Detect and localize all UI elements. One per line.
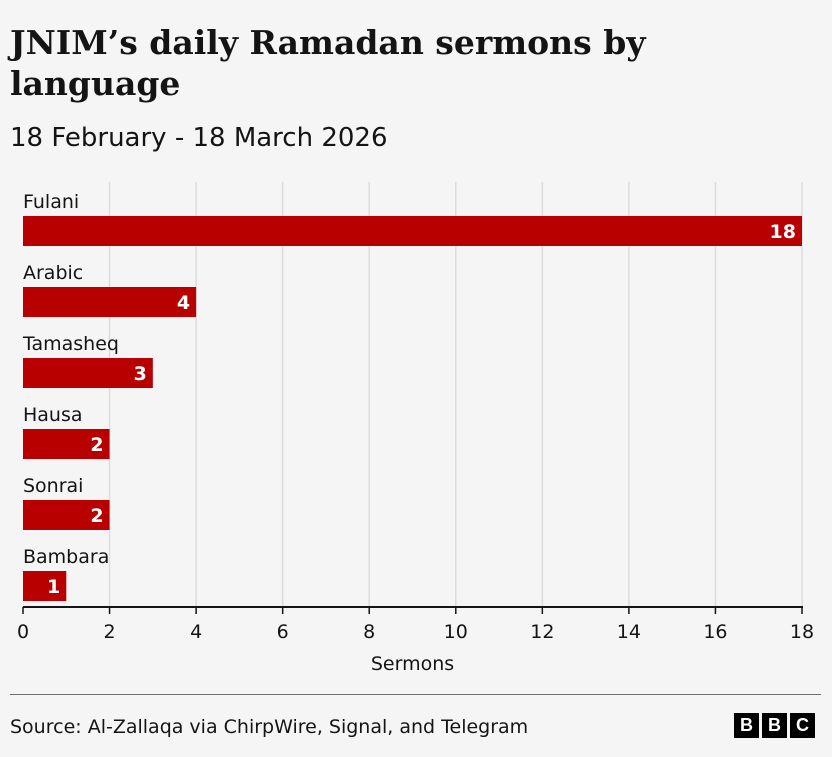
source-note: Source: Al-Zallaqa via ChirpWire, Signal… (10, 716, 529, 738)
value-label-tamasheq: 3 (134, 363, 147, 385)
category-label-tamasheq: Tamasheq (22, 333, 119, 355)
value-label-sonrai: 2 (90, 505, 103, 527)
bar-sonrai (23, 500, 110, 530)
bar-chart: Fulani18Arabic4Tamasheq3Hausa2Sonrai2Bam… (17, 182, 814, 675)
x-tick-label-16: 16 (703, 621, 727, 643)
x-tick-label-12: 12 (530, 621, 554, 643)
bbc-logo-letter-1: B (734, 713, 759, 738)
bar-arabic (23, 287, 197, 317)
bar-fulani (23, 216, 802, 246)
category-label-fulani: Fulani (23, 191, 79, 213)
value-label-arabic: 4 (177, 292, 190, 314)
value-label-hausa: 2 (90, 434, 103, 456)
bbc-logo-letter-3: C (790, 713, 815, 738)
category-label-arabic: Arabic (23, 262, 83, 284)
x-axis-title: Sermons (371, 653, 454, 675)
x-tick-label-6: 6 (277, 621, 289, 643)
chart-subtitle: 18 February - 18 March 2026 (10, 123, 388, 153)
bbc-logo: B B C (734, 713, 815, 738)
value-label-fulani: 18 (770, 221, 796, 243)
x-tick-label-4: 4 (190, 621, 202, 643)
footer-divider (10, 694, 821, 695)
bar-bambara (23, 571, 67, 601)
x-tick-label-18: 18 (790, 621, 814, 643)
x-tick-label-0: 0 (17, 621, 29, 643)
bbc-logo-letter-2: B (762, 713, 787, 738)
x-tick-label-14: 14 (617, 621, 641, 643)
value-label-bambara: 1 (47, 576, 60, 598)
category-label-bambara: Bambara (23, 546, 109, 568)
chart-title: JNIM’s daily Ramadan sermons by language (10, 23, 646, 103)
x-tick-label-2: 2 (104, 621, 116, 643)
x-tick-label-8: 8 (363, 621, 375, 643)
x-tick-label-10: 10 (444, 621, 468, 643)
bar-hausa (23, 429, 110, 459)
category-label-hausa: Hausa (23, 404, 83, 426)
bar-tamasheq (23, 358, 153, 388)
category-label-sonrai: Sonrai (23, 475, 83, 497)
